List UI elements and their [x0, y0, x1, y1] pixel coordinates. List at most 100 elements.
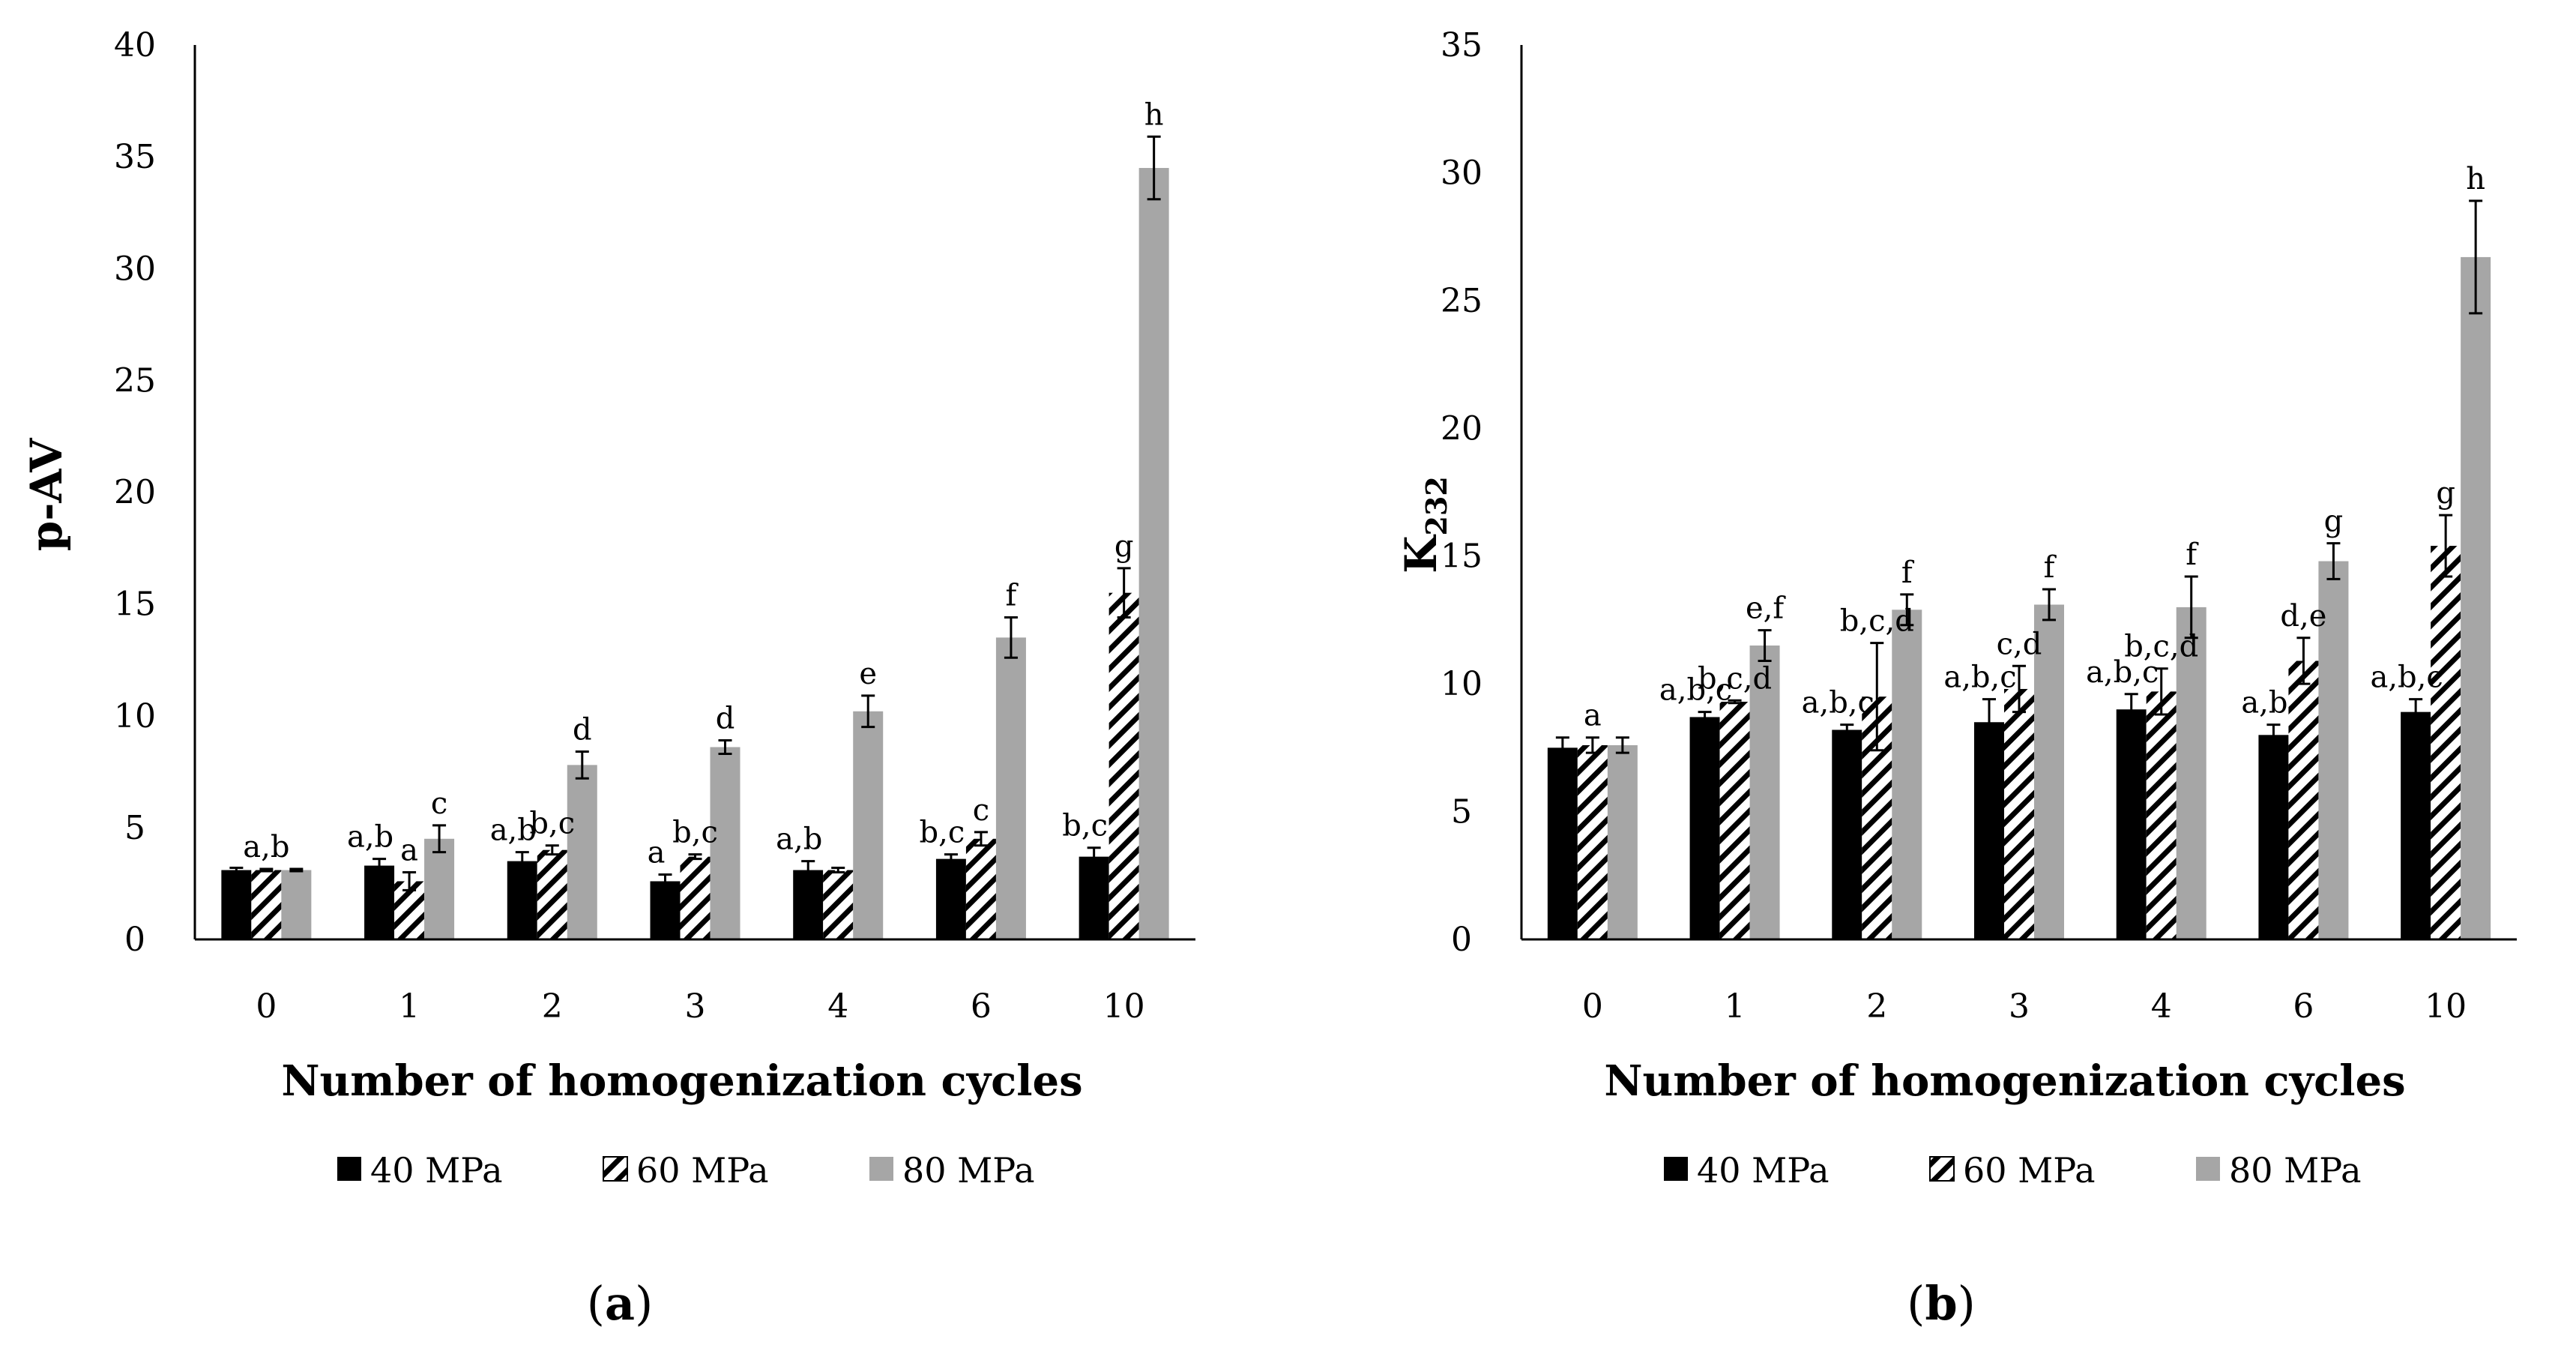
bar-80mpa	[1138, 168, 1169, 940]
bar-40mpa	[1974, 722, 2004, 939]
legend-swatch	[1664, 1157, 1688, 1181]
error-bar	[575, 750, 589, 780]
legend-a: 40 MPa 60 MPa 80 MPa	[337, 1150, 1035, 1191]
data-label: a,b	[243, 830, 289, 864]
x-tick-label: 3	[685, 987, 706, 1026]
bar-60mpa	[965, 838, 996, 939]
error-bar	[1758, 629, 1772, 662]
panel-label-a: (a)	[587, 1276, 654, 1331]
data-label: g	[2436, 476, 2455, 511]
legend-label: 60 MPa	[1963, 1150, 2096, 1191]
error-bar	[432, 824, 447, 854]
x-axis-title-a: Number of homogenization cycles	[281, 1056, 1082, 1106]
bar-40mpa	[507, 861, 537, 939]
data-label: c,d	[1997, 627, 2042, 661]
legend-item-80mpa: 80 MPa	[869, 1150, 1035, 1191]
data-label: a,b,c	[1659, 673, 1732, 708]
x-tick-label: 2	[1866, 987, 1887, 1026]
data-label: d	[716, 702, 735, 736]
error-bar	[2124, 693, 2138, 726]
data-label: a	[648, 836, 666, 870]
bar-80mpa	[710, 747, 740, 939]
error-bar	[1117, 567, 1131, 619]
data-label: a,b	[2241, 686, 2287, 720]
legend-item-40mpa: 40 MPa	[1664, 1150, 1830, 1191]
legend-label: 40 MPa	[1697, 1150, 1830, 1191]
bar-80mpa	[424, 838, 455, 939]
bar-80mpa	[1892, 610, 1922, 939]
data-label: a,b,c	[1943, 661, 2016, 695]
error-bar	[2439, 514, 2453, 578]
x-tick-label: 1	[1725, 987, 1746, 1026]
y-tick-label: 5	[124, 809, 145, 847]
x-tick-label: 3	[2009, 987, 2030, 1026]
data-label: b,c	[1062, 809, 1108, 843]
error-bar	[259, 867, 274, 873]
bar-40mpa	[2401, 711, 2431, 939]
data-label: b,c	[529, 807, 575, 841]
error-bar	[545, 844, 559, 856]
error-bar	[1087, 846, 1101, 867]
error-bar	[1728, 699, 1742, 705]
data-label: g	[2324, 505, 2344, 539]
error-bar	[2184, 575, 2198, 640]
error-bar	[2326, 542, 2341, 580]
bar-60mpa	[2431, 546, 2461, 939]
error-bar	[861, 694, 875, 729]
y-tick-label: 15	[1441, 538, 1482, 576]
data-label: c	[431, 786, 447, 821]
data-label: d	[573, 712, 592, 747]
x-tick-label: 0	[1582, 987, 1603, 1026]
y-tick-label: 35	[114, 138, 156, 176]
data-label: a,b,c	[1802, 686, 1874, 720]
y-tick-labels-b: 0 5 10 15 20 25 30 35	[1441, 26, 1482, 959]
bar-40mpa	[1832, 729, 1862, 939]
data-label: b,c	[672, 816, 718, 850]
data-label: a,b	[490, 813, 537, 848]
error-bar	[1555, 736, 1569, 759]
data-label: b,c,d	[1840, 604, 1914, 639]
x-tick-label: 10	[1103, 987, 1145, 1026]
y-tick-label: 35	[1441, 26, 1482, 64]
significance-letters-b: aa,b,cb,c,de,fa,b,cb,c,dfa,b,cc,dfa,b,cb…	[1584, 162, 2485, 733]
bar-60mpa	[2004, 688, 2034, 939]
error-bar	[688, 853, 702, 861]
legend-swatch	[2196, 1157, 2220, 1181]
error-bar	[1900, 593, 1914, 627]
bar-40mpa	[935, 858, 966, 939]
data-label: h	[2466, 162, 2485, 196]
panel-label-b: (b)	[1907, 1276, 1976, 1331]
bar-80mpa	[2461, 256, 2491, 939]
bar-60mpa	[1719, 702, 1750, 939]
bar-60mpa	[2146, 691, 2177, 939]
bar-40mpa	[793, 870, 824, 939]
bar-80mpa	[1607, 744, 1638, 939]
legend-label: 40 MPa	[370, 1150, 503, 1191]
error-bar	[2266, 723, 2281, 747]
error-bar	[1004, 616, 1018, 659]
x-axis-title-b: Number of homogenization cycles	[1604, 1056, 2405, 1106]
error-bar	[1585, 736, 1599, 754]
x-tick-label: 4	[827, 987, 848, 1026]
x-tick-label: 1	[399, 987, 420, 1026]
error-bar	[2296, 637, 2311, 685]
y-tick-label: 5	[1451, 793, 1472, 831]
y-tick-label: 10	[114, 697, 156, 735]
bar-80mpa	[995, 637, 1026, 939]
x-tick-labels-a: 0 1 2 3 4 6 10	[256, 987, 1144, 1026]
error-bar	[2409, 698, 2423, 726]
bar-40mpa	[364, 865, 395, 939]
legend-swatch	[337, 1157, 361, 1181]
data-label: c	[973, 793, 989, 828]
data-label: g	[1114, 529, 1134, 564]
error-bar	[1698, 711, 1712, 723]
error-bar	[372, 858, 387, 874]
bar-80mpa	[853, 711, 884, 939]
y-tick-label: 30	[114, 250, 156, 288]
error-bar	[1840, 723, 1854, 736]
bar-40mpa	[2116, 709, 2147, 939]
legend-label: 60 MPa	[636, 1150, 769, 1191]
error-bar	[1982, 698, 1996, 747]
error-bar	[801, 860, 815, 880]
